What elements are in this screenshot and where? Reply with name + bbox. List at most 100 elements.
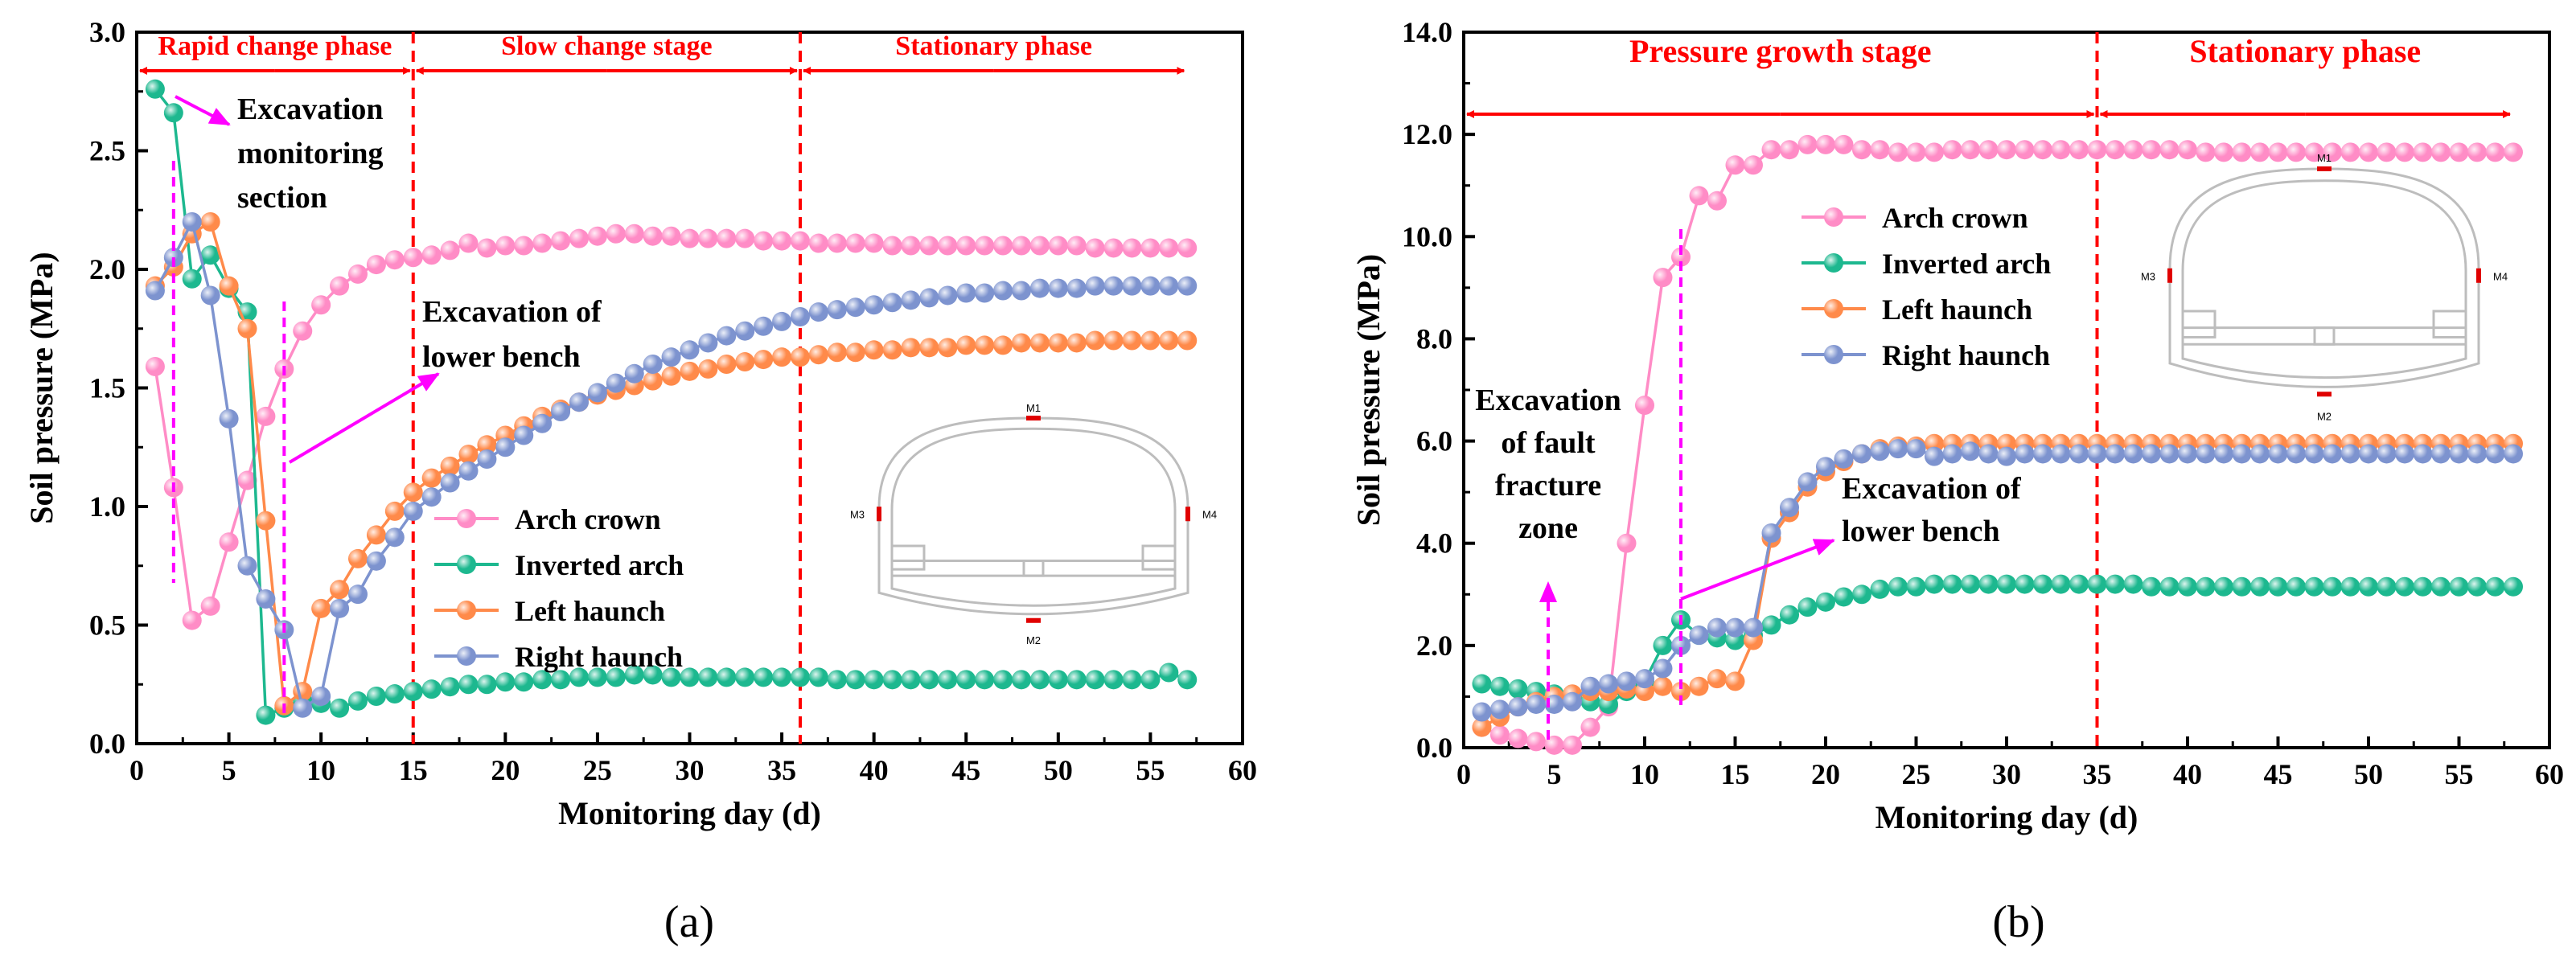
- data-point-highlight: [219, 408, 239, 429]
- x-tick-label: 45: [951, 754, 980, 786]
- annotation-text: zone: [1518, 511, 1578, 545]
- data-point-highlight: [2413, 444, 2433, 464]
- data-point-highlight: [348, 264, 368, 284]
- data-point-highlight: [791, 307, 810, 326]
- legend-marker-highlight: [457, 646, 476, 666]
- data-point-highlight: [2196, 444, 2216, 464]
- x-tick-label: 5: [222, 754, 236, 786]
- data-point-highlight: [1707, 191, 1727, 211]
- panel-caption: (a): [664, 897, 714, 947]
- data-point-highlight: [2196, 576, 2216, 597]
- sensor-label: M4: [2493, 271, 2508, 283]
- data-point-highlight: [2015, 140, 2035, 160]
- data-point-highlight: [145, 281, 165, 301]
- data-point-highlight: [421, 679, 442, 699]
- x-tick-label: 0: [129, 754, 144, 786]
- legend-label: Left haunch: [515, 595, 665, 627]
- data-point-highlight: [1544, 735, 1564, 755]
- data-point-highlight: [754, 316, 774, 336]
- data-point-highlight: [956, 283, 976, 303]
- sensor-mark: [2476, 268, 2481, 283]
- data-point-highlight: [2015, 574, 2035, 594]
- data-point-highlight: [2431, 444, 2451, 464]
- data-point-highlight: [1653, 676, 1673, 696]
- x-tick-label: 5: [1547, 758, 1562, 790]
- data-point-highlight: [237, 318, 257, 338]
- sensor-mark: [2167, 268, 2172, 283]
- data-point-highlight: [993, 236, 1013, 256]
- data-point-highlight: [1925, 574, 1944, 594]
- data-point-highlight: [2250, 142, 2270, 162]
- data-point-highlight: [2069, 140, 2089, 160]
- x-tick-label: 40: [2173, 758, 2202, 790]
- tunnel-outer-lining: [877, 416, 1189, 616]
- data-point-highlight: [1870, 140, 1890, 160]
- data-point-highlight: [2504, 576, 2523, 597]
- data-point-highlight: [1048, 333, 1068, 353]
- data-point-highlight: [330, 276, 350, 296]
- data-point-highlight: [1085, 276, 1105, 296]
- data-point-highlight: [1140, 276, 1161, 296]
- x-tick-label: 35: [2083, 758, 2112, 790]
- x-tick-label: 25: [1902, 758, 1931, 790]
- x-tick-label: 60: [2535, 758, 2564, 790]
- data-point-highlight: [827, 300, 847, 320]
- data-point-highlight: [1177, 330, 1198, 351]
- data-point-highlight: [1725, 617, 1745, 638]
- data-point-highlight: [2467, 444, 2487, 464]
- data-point-highlight: [2178, 444, 2197, 464]
- legend-label: Inverted arch: [515, 549, 684, 581]
- data-point-highlight: [2304, 576, 2324, 597]
- data-point-highlight: [2051, 444, 2071, 464]
- data-point-highlight: [2377, 142, 2397, 162]
- data-point-highlight: [1834, 134, 1854, 154]
- data-point-highlight: [864, 670, 884, 690]
- data-point-highlight: [624, 363, 644, 384]
- data-point-highlight: [1563, 691, 1582, 712]
- data-point-highlight: [2504, 444, 2523, 464]
- data-point-highlight: [2359, 444, 2378, 464]
- data-point-highlight: [1852, 584, 1871, 605]
- data-point-highlight: [1472, 674, 1492, 694]
- data-point-highlight: [1852, 140, 1871, 160]
- legend-label: Right haunch: [1882, 339, 2050, 371]
- tunnel-section-diagram: M1 M2 M3 M4: [850, 402, 1217, 646]
- phase-label: Stationary phase: [895, 31, 1092, 61]
- data-point-highlight: [2395, 444, 2414, 464]
- data-point-highlight: [2340, 142, 2360, 162]
- data-point-highlight: [1122, 276, 1142, 296]
- data-point-highlight: [311, 687, 331, 706]
- data-point-highlight: [2359, 142, 2378, 162]
- data-point-highlight: [2123, 574, 2143, 594]
- data-point-highlight: [2142, 576, 2161, 597]
- y-tick-label: 14.0: [1402, 16, 1452, 48]
- data-point-highlight: [1725, 155, 1745, 175]
- data-point-highlight: [1852, 444, 1871, 464]
- data-point-highlight: [403, 248, 423, 268]
- data-point-highlight: [219, 532, 239, 552]
- data-point-highlight: [2123, 140, 2143, 160]
- data-point-highlight: [458, 461, 479, 481]
- y-tick-label: 1.0: [89, 490, 125, 523]
- data-point-highlight: [827, 342, 847, 363]
- data-point-highlight: [901, 236, 921, 256]
- data-point-highlight: [1066, 236, 1087, 256]
- data-point-highlight: [1472, 702, 1492, 722]
- data-point-highlight: [1526, 694, 1546, 714]
- data-point-highlight: [827, 670, 847, 690]
- x-tick-label: 50: [2354, 758, 2383, 790]
- data-point-highlight: [993, 281, 1013, 301]
- annotation-text: Excavation of: [422, 295, 602, 329]
- legend-label: Arch crown: [515, 503, 661, 535]
- plot-frame: [1462, 31, 2551, 749]
- data-point-highlight: [2431, 576, 2451, 597]
- data-point-highlight: [1635, 396, 1654, 416]
- data-point-highlight: [495, 672, 516, 692]
- data-point-highlight: [458, 233, 479, 253]
- data-point-highlight: [2467, 142, 2487, 162]
- panel-caption: (b): [1992, 897, 2044, 947]
- x-axis-title: Monitoring day (d): [558, 795, 821, 831]
- sensor-label: M1: [2317, 152, 2332, 164]
- data-point-highlight: [330, 580, 350, 600]
- data-point-highlight: [882, 236, 902, 256]
